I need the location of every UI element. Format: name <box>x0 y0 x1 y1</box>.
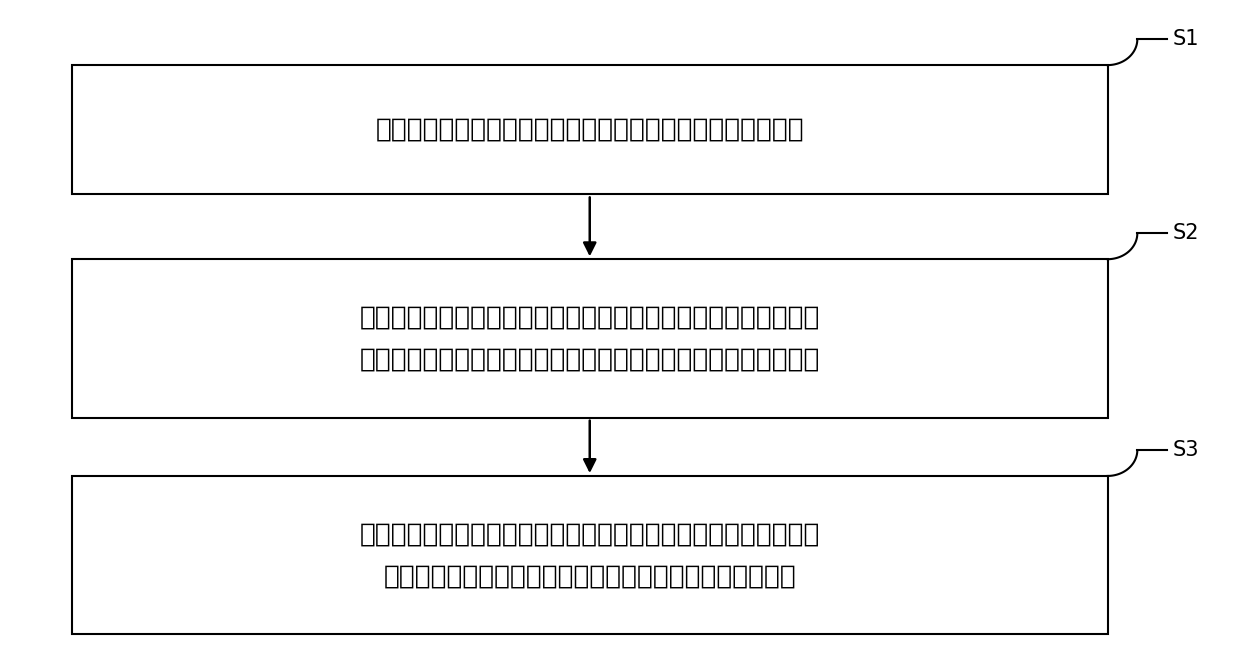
Text: S2: S2 <box>1173 223 1199 243</box>
Bar <box>72 259 1107 418</box>
Bar <box>72 476 1107 634</box>
Text: 根据所述参数变化率计算所述压缩机电机的电机绕组的温度値，并
计算所述电机绕组的温度値与所述排气温度传感器的温度値的差値: 根据所述参数变化率计算所述压缩机电机的电机绕组的温度値，并 计算所述电机绕组的温… <box>360 304 820 372</box>
Text: S1: S1 <box>1173 29 1199 49</box>
Text: 实时获取压缩机电机的参数变化率及排气温度传感器的温度値: 实时获取压缩机电机的参数变化率及排气温度传感器的温度値 <box>376 117 804 143</box>
Bar <box>72 65 1107 195</box>
Text: 若所述电机绕组的温度値与所述排气温度传感器的温度値的差値大
于预设阈値，则发出压缩机排气温度传感器脱落的警告信号: 若所述电机绕组的温度値与所述排气温度传感器的温度値的差値大 于预设阈値，则发出压… <box>360 521 820 589</box>
Text: S3: S3 <box>1173 440 1199 460</box>
